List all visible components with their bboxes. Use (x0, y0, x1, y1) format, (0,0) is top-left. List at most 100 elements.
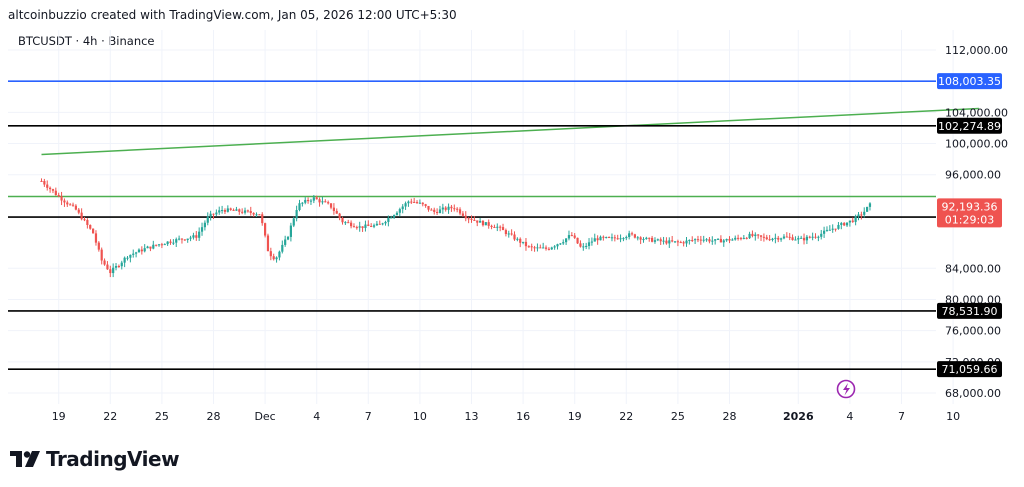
candle-body (645, 237, 648, 240)
candle-body (152, 244, 155, 249)
candle-body (808, 236, 811, 238)
candle-body (725, 239, 728, 241)
x-tick-label: 25 (671, 410, 685, 423)
candle-body (762, 236, 765, 238)
x-tick-label: 4 (313, 410, 320, 423)
axis-layer: 68,000.0072,000.0076,000.0080,000.0084,0… (52, 44, 1008, 423)
candle-body (791, 237, 794, 241)
candle-body (329, 203, 333, 208)
candle-body (413, 201, 416, 203)
candle-body (436, 211, 439, 213)
candle-body (361, 226, 364, 229)
candle-body (800, 237, 803, 239)
candle-body (711, 240, 714, 242)
candle-body (292, 218, 295, 226)
candle-body (587, 242, 591, 246)
candle-body (450, 206, 453, 209)
level-tag (937, 117, 1002, 134)
candle-body (321, 201, 324, 203)
candle-body (355, 227, 358, 229)
brand-name: TradingView (46, 447, 180, 471)
candle-body (567, 235, 571, 239)
candle-body (266, 235, 270, 252)
candle-body (771, 238, 774, 240)
candle-body (682, 242, 685, 244)
candle-body (163, 244, 166, 246)
x-tick-label: 28 (207, 410, 221, 423)
candle-body (602, 236, 605, 238)
candle-body (444, 207, 447, 210)
candle-body (384, 221, 387, 224)
candle-body (157, 244, 161, 246)
bar-countdown-label: 01:29:03 (945, 213, 994, 226)
candle-body (653, 240, 657, 242)
candle-body (656, 239, 659, 241)
candle-body (232, 209, 235, 211)
symbol-legend[interactable]: BTCUSDT · 4h · Binance (18, 34, 155, 48)
candles-layer (40, 178, 872, 278)
candle-body (576, 237, 579, 244)
candle-body (596, 238, 599, 241)
candle-body (281, 244, 284, 252)
candle-body (49, 187, 52, 190)
candle-body (553, 246, 556, 248)
candle-body (734, 237, 737, 240)
y-tick-label: 104,000.00 (945, 106, 1008, 119)
candle-body (501, 227, 505, 231)
candle-body (619, 238, 622, 240)
y-tick-label: 96,000.00 (945, 169, 1001, 182)
x-tick-label: 4 (846, 410, 853, 423)
candle-body (493, 226, 496, 228)
candle-body (438, 209, 442, 213)
candle-body (255, 214, 258, 216)
x-tick-label: 16 (516, 410, 530, 423)
level-tag (937, 361, 1002, 378)
candle-body (705, 239, 708, 241)
candle-body (89, 224, 92, 229)
candle-body (427, 205, 430, 210)
candle-body (209, 213, 212, 217)
tradingview-brand: TradingView (10, 447, 180, 471)
candle-body (120, 262, 123, 267)
candle-body (312, 197, 315, 201)
candle-body (464, 215, 467, 219)
candle-body (536, 247, 539, 249)
candle-body (132, 253, 135, 255)
candle-body (648, 237, 651, 239)
candle-body (284, 239, 287, 245)
candle-body (203, 222, 206, 228)
candle-body (272, 256, 275, 260)
candle-body (579, 243, 582, 247)
x-tick-label: Dec (254, 410, 275, 423)
candle-body (751, 233, 754, 237)
candle-body (774, 237, 777, 239)
candle-body (83, 219, 86, 221)
lightning-icon[interactable] (836, 379, 856, 399)
candle-body (550, 247, 553, 250)
candle-body (415, 202, 419, 204)
candle-body (866, 206, 869, 212)
candle-body (338, 213, 341, 218)
candle-body (301, 202, 304, 204)
candle-body (467, 218, 470, 220)
candle-body (398, 209, 401, 213)
candle-body (527, 246, 530, 248)
candle-body (178, 238, 181, 240)
candle-body (685, 240, 688, 244)
candle-body (57, 194, 60, 197)
candle-body (80, 212, 83, 220)
candle-body (788, 236, 791, 238)
candle-body (539, 247, 542, 249)
level-tag-label: 78,531.90 (942, 305, 998, 318)
candle-body (295, 210, 298, 219)
x-tick-label: 10 (413, 410, 427, 423)
candle-body (851, 220, 854, 222)
candle-body (605, 237, 608, 239)
candle-body (470, 218, 473, 220)
candle-body (183, 239, 186, 241)
candle-body (123, 257, 126, 263)
candle-body (562, 242, 565, 244)
candle-body (659, 239, 662, 242)
candle-body (668, 240, 671, 244)
